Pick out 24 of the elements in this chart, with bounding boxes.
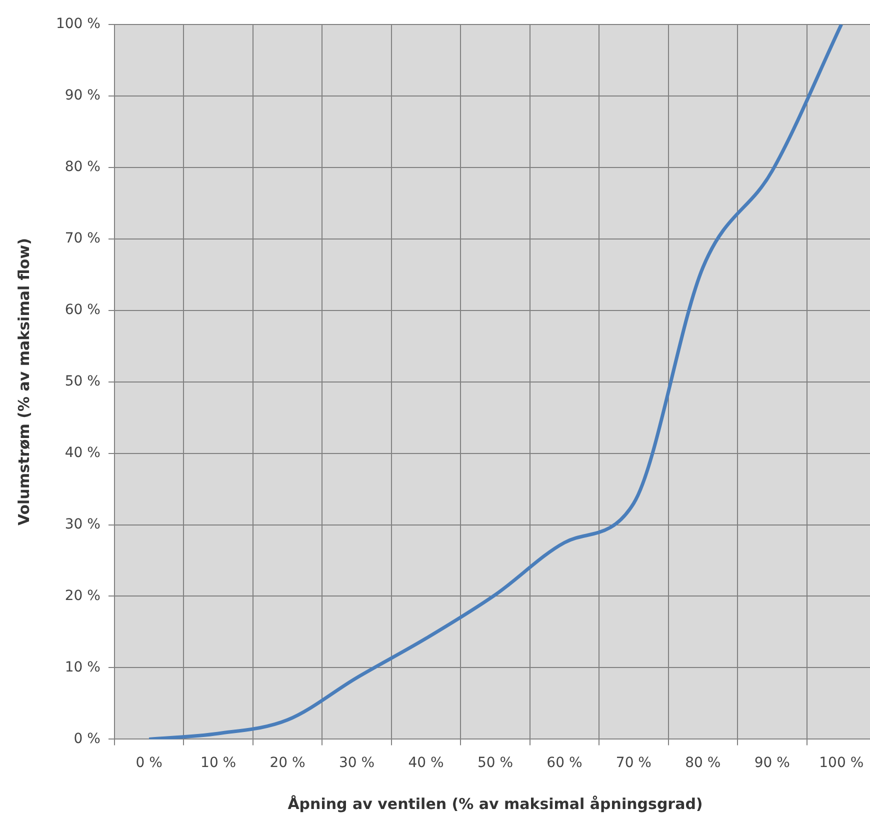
y-tick-label: 70 % xyxy=(64,230,100,246)
y-tick-label: 40 % xyxy=(64,444,100,461)
x-axis-title: Åpning av ventilen (% av maksimal åpningsgrad) xyxy=(288,794,703,813)
y-tick-label: 100 % xyxy=(56,16,100,32)
x-tick-label: 40 % xyxy=(408,755,444,772)
y-tick-label: 50 % xyxy=(64,373,100,390)
x-tick-label: 0 % xyxy=(136,755,162,772)
x-tick-label: 60 % xyxy=(546,755,582,772)
y-tick-label: 20 % xyxy=(64,588,100,604)
x-tick-label: 100 % xyxy=(819,755,864,772)
x-tick-label: 50 % xyxy=(477,755,514,772)
x-tick-label: 10 % xyxy=(200,755,236,772)
y-tick-label: 0 % xyxy=(74,730,100,747)
y-tick-label: 80 % xyxy=(64,159,100,175)
y-tick-label: 60 % xyxy=(64,302,100,318)
x-tick-label: 80 % xyxy=(685,755,721,772)
y-tick-label: 10 % xyxy=(64,659,100,676)
x-tick-label: 30 % xyxy=(338,755,375,772)
x-tick-label: 70 % xyxy=(616,755,652,772)
y-tick-label: 30 % xyxy=(64,516,100,532)
x-tick-label: 20 % xyxy=(270,755,306,772)
y-axis-title: Volumstrøm (% av maksimal flow) xyxy=(14,238,33,526)
x-tick-label: 90 % xyxy=(754,755,790,772)
y-tick-label: 90 % xyxy=(64,88,100,104)
